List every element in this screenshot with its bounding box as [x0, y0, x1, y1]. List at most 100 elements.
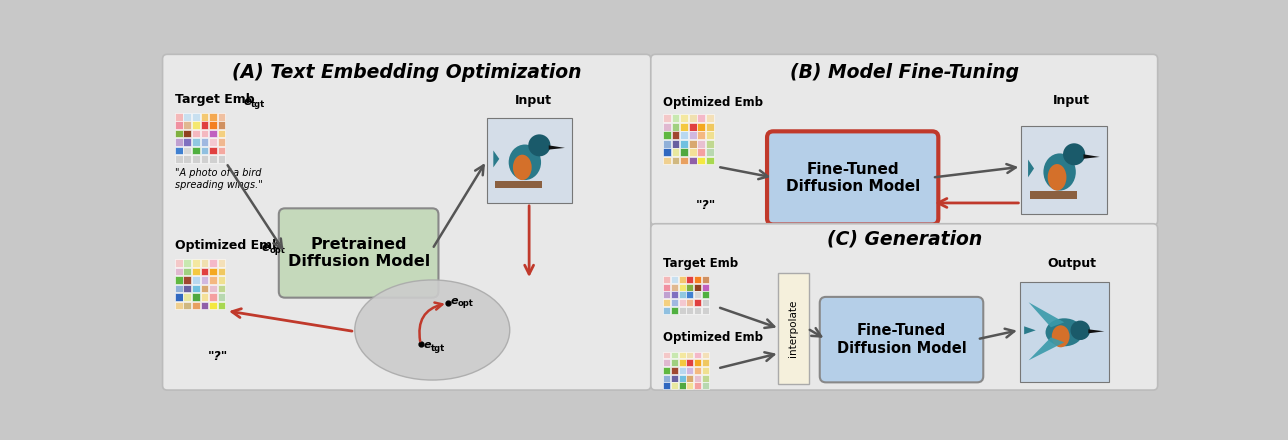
Bar	[218, 121, 225, 129]
Bar	[175, 147, 183, 154]
Bar	[663, 276, 670, 283]
Bar	[679, 284, 685, 291]
Bar	[209, 293, 216, 301]
Bar	[192, 301, 200, 309]
Bar	[175, 155, 183, 163]
Ellipse shape	[513, 155, 532, 180]
Circle shape	[528, 134, 550, 156]
Bar	[663, 123, 671, 131]
Text: Target Emb: Target Emb	[663, 257, 738, 270]
Bar	[694, 276, 701, 283]
Bar	[679, 375, 685, 381]
Bar	[672, 131, 680, 139]
Bar	[689, 114, 697, 122]
Bar	[687, 352, 693, 359]
Polygon shape	[1088, 329, 1104, 334]
Bar	[672, 140, 680, 147]
Text: "A photo of a bird
spreading wings.": "A photo of a bird spreading wings."	[175, 168, 263, 190]
Bar	[679, 352, 685, 359]
Bar	[175, 259, 183, 267]
Text: e: e	[424, 341, 431, 350]
Bar	[209, 259, 216, 267]
Bar	[697, 140, 705, 147]
Text: Input: Input	[514, 94, 551, 107]
Bar	[680, 114, 688, 122]
Text: Optimized Emb: Optimized Emb	[175, 239, 286, 252]
Bar	[663, 131, 671, 139]
Bar	[671, 276, 677, 283]
Bar	[218, 268, 225, 275]
Bar	[201, 268, 209, 275]
Bar	[702, 375, 708, 381]
Ellipse shape	[354, 280, 510, 380]
Text: Fine-Tuned
Diffusion Model: Fine-Tuned Diffusion Model	[837, 323, 966, 356]
Bar	[201, 113, 209, 121]
Bar	[183, 121, 191, 129]
Bar	[218, 276, 225, 284]
Bar	[663, 114, 671, 122]
Bar	[672, 157, 680, 165]
Bar	[175, 113, 183, 121]
Bar	[192, 293, 200, 301]
Polygon shape	[1024, 326, 1036, 334]
Bar	[689, 131, 697, 139]
Bar	[689, 123, 697, 131]
Bar	[706, 140, 714, 147]
Bar	[183, 113, 191, 121]
Text: (B) Model Fine-Tuning: (B) Model Fine-Tuning	[790, 63, 1019, 82]
Bar	[689, 148, 697, 156]
Bar	[192, 259, 200, 267]
Ellipse shape	[509, 144, 541, 180]
Bar	[679, 291, 685, 298]
Bar	[209, 113, 216, 121]
Bar	[183, 268, 191, 275]
Polygon shape	[1083, 154, 1100, 159]
Text: Pretrained
Diffusion Model: Pretrained Diffusion Model	[287, 237, 430, 269]
Bar	[218, 293, 225, 301]
Bar	[201, 285, 209, 292]
Bar	[192, 138, 200, 146]
Bar	[671, 352, 677, 359]
FancyBboxPatch shape	[768, 131, 939, 224]
Bar	[183, 293, 191, 301]
Bar	[175, 138, 183, 146]
Bar	[663, 140, 671, 147]
Text: Optimized Emb: Optimized Emb	[663, 95, 764, 109]
Bar	[671, 375, 677, 381]
Bar	[671, 382, 677, 389]
Bar	[702, 291, 708, 298]
Bar	[672, 148, 680, 156]
Bar	[671, 291, 677, 298]
Bar	[209, 147, 216, 154]
Polygon shape	[549, 145, 565, 150]
Ellipse shape	[1052, 325, 1069, 347]
Bar	[175, 285, 183, 292]
Bar	[209, 155, 216, 163]
Bar	[672, 123, 680, 131]
Text: opt: opt	[269, 246, 286, 255]
Bar	[687, 382, 693, 389]
Text: (A) Text Embedding Optimization: (A) Text Embedding Optimization	[232, 63, 581, 82]
Bar	[487, 118, 572, 203]
Bar	[218, 259, 225, 267]
FancyArrowPatch shape	[420, 303, 442, 341]
Ellipse shape	[1047, 164, 1066, 191]
Bar	[694, 307, 701, 314]
Text: Output: Output	[1047, 257, 1096, 270]
Text: Target Emb: Target Emb	[175, 92, 259, 106]
Text: "?": "?"	[207, 350, 228, 363]
Bar	[697, 157, 705, 165]
Bar	[706, 114, 714, 122]
Bar	[687, 284, 693, 291]
Bar	[694, 299, 701, 306]
Bar	[680, 140, 688, 147]
Bar	[671, 307, 677, 314]
Bar	[192, 113, 200, 121]
FancyBboxPatch shape	[650, 54, 1158, 225]
Bar	[183, 147, 191, 154]
Bar	[663, 148, 671, 156]
Bar	[183, 276, 191, 284]
Polygon shape	[1028, 160, 1034, 177]
Bar	[218, 130, 225, 137]
Bar	[192, 130, 200, 137]
